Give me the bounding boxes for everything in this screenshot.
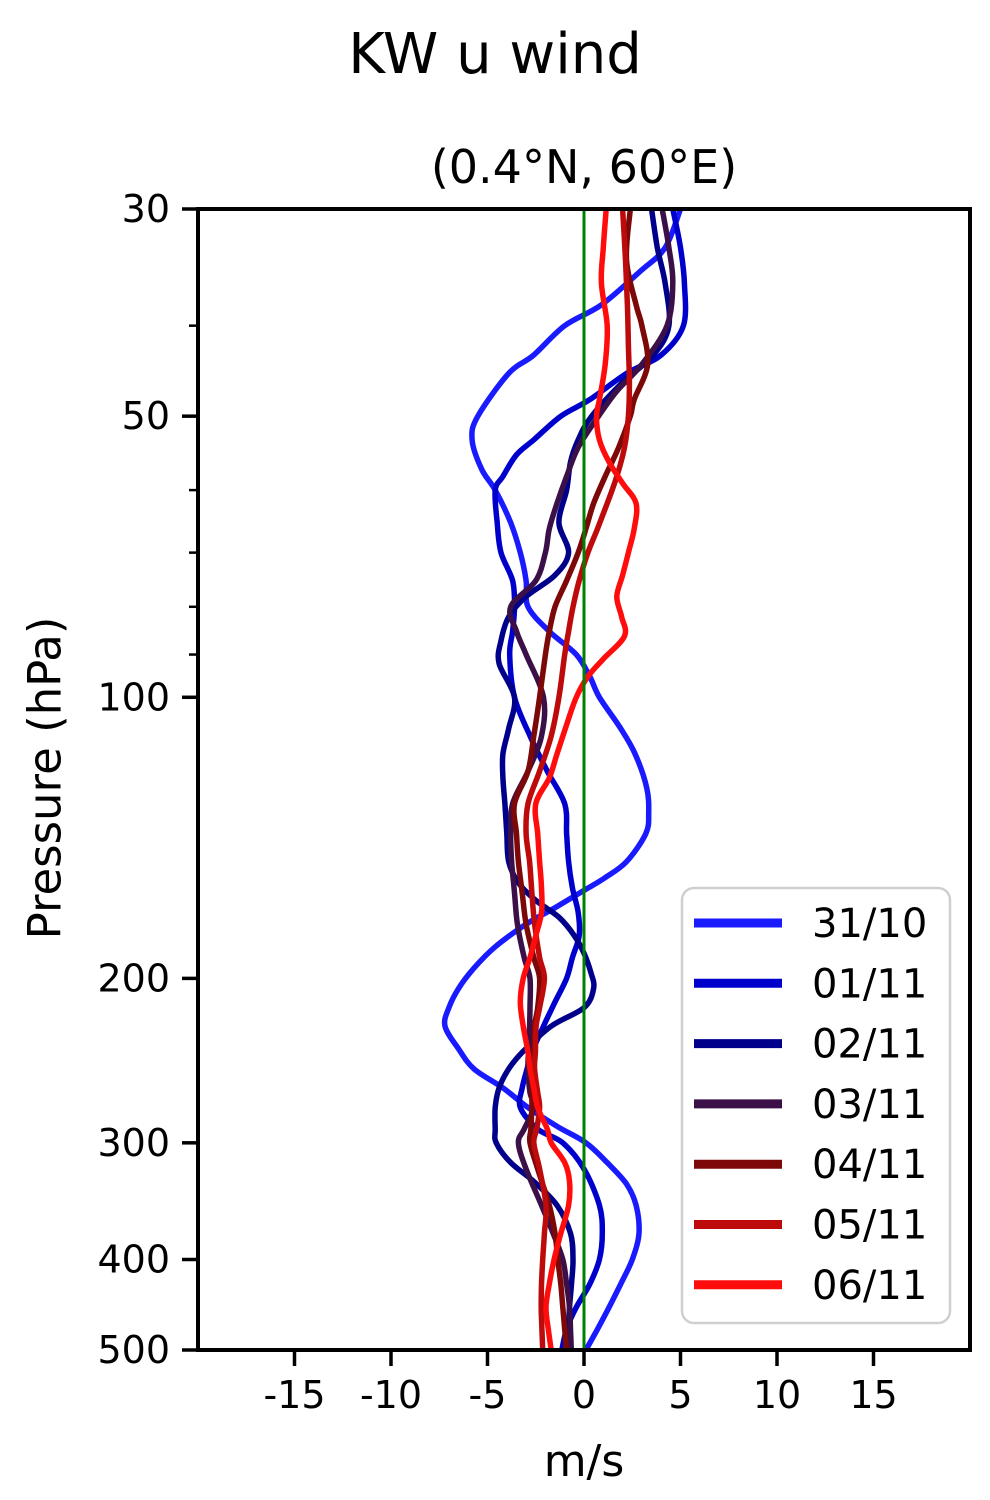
legend-label-06-11: 06/11	[812, 1263, 927, 1309]
legend-label-03-11: 03/11	[812, 1082, 927, 1128]
x-tick-label: 10	[753, 1373, 801, 1417]
y-tick-label: 400	[97, 1238, 170, 1282]
series-line-01-11	[492, 209, 689, 1350]
x-tick-label: -5	[469, 1373, 507, 1417]
y-axis-label: Pressure (hPa)	[18, 616, 72, 940]
y-tick-label: 500	[97, 1328, 170, 1372]
x-axis-label: m/s	[543, 1436, 625, 1487]
legend-label-04-11: 04/11	[812, 1142, 927, 1188]
legend-label-02-11: 02/11	[812, 1022, 927, 1068]
chart-subtitle: (0.4°N, 60°E)	[430, 140, 738, 194]
chart-title: KW u wind	[348, 22, 642, 87]
y-tick-label: 50	[122, 394, 170, 438]
y-tick-label: 300	[97, 1121, 170, 1165]
x-tick-label: 5	[668, 1373, 692, 1417]
y-tick-label: 30	[122, 187, 170, 231]
y-tick-label: 100	[97, 675, 170, 719]
series-line-06-11	[517, 209, 640, 1350]
x-tick-label: 0	[572, 1373, 596, 1417]
series-group	[441, 209, 689, 1350]
series-line-03-11	[507, 209, 676, 1350]
series-line-31-10	[441, 209, 684, 1350]
x-tick-label: -15	[263, 1373, 325, 1417]
y-tick-label: 200	[97, 956, 170, 1000]
series-line-05-11	[523, 209, 633, 1350]
legend-label-01-11: 01/11	[812, 961, 927, 1007]
legend-label-31-10: 31/10	[812, 901, 927, 947]
x-tick-label: -10	[360, 1373, 422, 1417]
x-tick-label: 15	[849, 1373, 897, 1417]
legend-label-05-11: 05/11	[812, 1203, 927, 1249]
legend-box	[680, 886, 952, 1325]
